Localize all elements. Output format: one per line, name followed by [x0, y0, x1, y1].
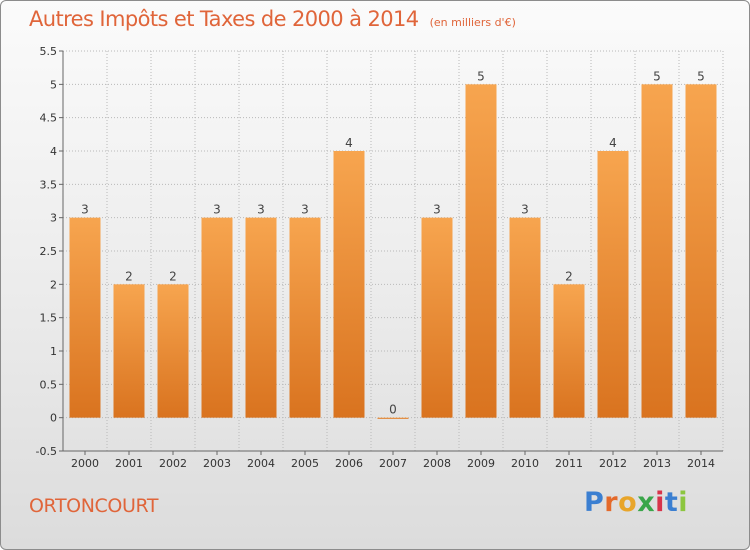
x-tick-label: 2000 [71, 457, 99, 470]
x-tick-label: 2008 [423, 457, 451, 470]
bar-2006 [333, 151, 365, 418]
logo-letter: r [604, 487, 619, 518]
x-tick-label: 2013 [643, 457, 671, 470]
y-tick-label: 1 [50, 345, 57, 358]
x-tick-label: 2009 [467, 457, 495, 470]
x-tick-label: 2006 [335, 457, 363, 470]
value-label-2014: 5 [697, 69, 705, 83]
y-tick-label: 3 [50, 212, 57, 225]
x-tick-label: 2005 [291, 457, 319, 470]
value-label-2002: 2 [169, 269, 177, 283]
value-label-2010: 3 [521, 203, 529, 217]
bar-2007 [377, 417, 409, 419]
bar-2005 [289, 217, 321, 418]
value-label-2012: 4 [609, 136, 617, 150]
logo-letter: i [655, 487, 665, 518]
x-tick-label: 2007 [379, 457, 407, 470]
y-tick-label: 3.5 [40, 178, 58, 191]
proxiti-logo[interactable]: Proxiti [584, 487, 688, 518]
bar-2012 [597, 151, 629, 418]
bar-2011 [553, 284, 585, 418]
x-tick-label: 2010 [511, 457, 539, 470]
value-label-2009: 5 [477, 69, 485, 83]
y-tick-label: 1.5 [40, 312, 58, 325]
y-tick-label: 4 [50, 145, 57, 158]
bar-2002 [157, 284, 189, 418]
title-line: Autres Impôts et Taxes de 2000 à 2014 (e… [29, 7, 516, 31]
bar-2008 [421, 217, 453, 418]
bar-2001 [113, 284, 145, 418]
x-tick-label: 2014 [687, 457, 715, 470]
logo-letter: t [664, 487, 679, 518]
y-tick-label: 5 [50, 78, 57, 91]
x-tick-label: 2004 [247, 457, 275, 470]
y-tick-label: 0 [50, 412, 57, 425]
value-label-2004: 3 [257, 203, 265, 217]
value-label-2007: 0 [389, 403, 397, 417]
y-tick-label: 5.5 [40, 45, 58, 58]
bar-layer: 3 2 2 3 3 3 4 0 3 5 3 2 4 5 5 [69, 69, 717, 419]
axis-layer: -0.5 0 0.5 1 1.5 2 2.5 3 3.5 4 4.5 5 5.5 2000 2001 2002… [36, 45, 723, 470]
y-tick-label: 2 [50, 278, 57, 291]
x-tick-label: 2001 [115, 457, 143, 470]
logo-letter: P [584, 487, 605, 518]
value-label-2003: 3 [213, 203, 221, 217]
chart-title: Autres Impôts et Taxes de 2000 à 2014 [29, 7, 419, 31]
commune-name: ORTONCOURT [29, 495, 159, 517]
x-tick-label: 2002 [159, 457, 187, 470]
x-tick-label: 2012 [599, 457, 627, 470]
logo-letter: i [678, 487, 689, 518]
y-tick-label: -0.5 [36, 445, 57, 458]
y-tick-label: 4.5 [40, 112, 58, 125]
x-tick-label: 2011 [555, 457, 583, 470]
y-tick-label: 2.5 [40, 245, 58, 258]
bar-2013 [641, 84, 673, 418]
x-tick-label: 2003 [203, 457, 231, 470]
bar-2009 [465, 84, 497, 418]
value-label-2008: 3 [433, 203, 441, 217]
value-label-2005: 3 [301, 203, 309, 217]
value-label-2013: 5 [653, 69, 661, 83]
y-tick-label: 0.5 [40, 378, 58, 391]
logo-letter: x [637, 487, 656, 518]
bar-2003 [201, 217, 233, 418]
bar-2014 [685, 84, 717, 418]
value-label-2011: 2 [565, 269, 573, 283]
chart-unit: (en milliers d'€) [429, 16, 516, 29]
value-label-2001: 2 [125, 269, 133, 283]
logo-letter: o [618, 487, 638, 518]
bar-2000 [69, 217, 101, 418]
bar-2010 [509, 217, 541, 418]
value-label-2006: 4 [345, 136, 353, 150]
bar-2004 [245, 217, 277, 418]
value-label-2000: 3 [81, 203, 89, 217]
